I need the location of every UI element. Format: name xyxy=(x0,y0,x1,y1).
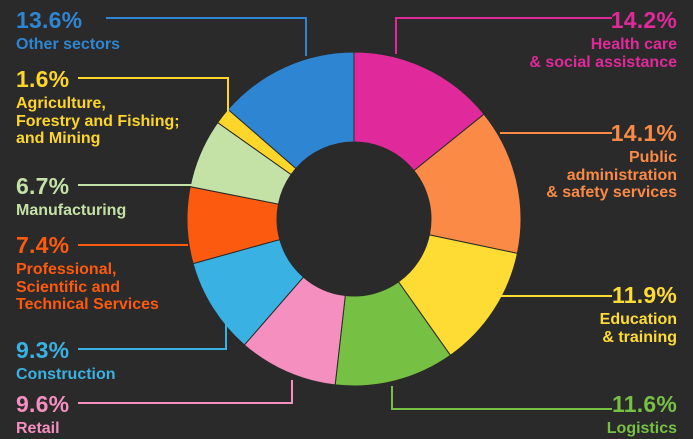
pct-education: 11.9% xyxy=(612,282,677,308)
name-construction: Construction xyxy=(16,366,116,384)
label-professional: 7.4% Professional, Scientific and Technica… xyxy=(16,232,159,314)
pct-manufacturing: 6.7% xyxy=(16,173,70,199)
label-health-care: 14.2% Health care & social assistance xyxy=(529,7,677,71)
label-logistics: 11.6% Logistics xyxy=(606,391,677,438)
leader-line-other xyxy=(106,17,307,56)
pct-agriculture: 1.6% xyxy=(16,66,70,92)
name-education: Education & training xyxy=(599,311,677,346)
name-manufacturing: Manufacturing xyxy=(16,202,127,220)
label-education: 11.9% Education & training xyxy=(599,282,677,346)
name-retail: Retail xyxy=(16,420,60,438)
slice-other xyxy=(227,51,355,170)
name-public-administration: Public administration & safety services xyxy=(546,149,677,202)
pct-construction: 9.3% xyxy=(16,337,70,363)
pct-logistics: 11.6% xyxy=(612,391,677,417)
name-other-sectors: Other sectors xyxy=(16,36,121,54)
pct-retail: 9.6% xyxy=(16,391,70,417)
label-manufacturing: 6.7% Manufacturing xyxy=(16,173,127,220)
leader-line-construction xyxy=(78,322,227,350)
pct-professional: 7.4% xyxy=(16,232,70,258)
leader-line-retail xyxy=(78,380,293,404)
label-construction: 9.3% Construction xyxy=(16,337,116,384)
label-retail: 9.6% Retail xyxy=(16,391,70,438)
leader-line-health xyxy=(395,17,612,54)
label-public-administration: 14.1% Public administration & safety servi… xyxy=(546,120,677,202)
name-agriculture: Agriculture, Forestry and Fishing; and Min… xyxy=(16,95,180,148)
leader-line-logistics xyxy=(391,386,612,410)
name-logistics: Logistics xyxy=(606,420,677,438)
pct-public-administration: 14.1% xyxy=(610,120,677,146)
name-professional: Professional, Scientific and Technical Ser… xyxy=(16,261,159,314)
label-agriculture: 1.6% Agriculture, Forestry and Fishing; an… xyxy=(16,66,180,148)
pct-health-care: 14.2% xyxy=(610,7,677,33)
pct-other-sectors: 13.6% xyxy=(16,7,83,33)
name-health-care: Health care & social assistance xyxy=(529,36,677,71)
leader-line-agriculture xyxy=(78,77,229,114)
label-other-sectors: 13.6% Other sectors xyxy=(16,7,121,54)
